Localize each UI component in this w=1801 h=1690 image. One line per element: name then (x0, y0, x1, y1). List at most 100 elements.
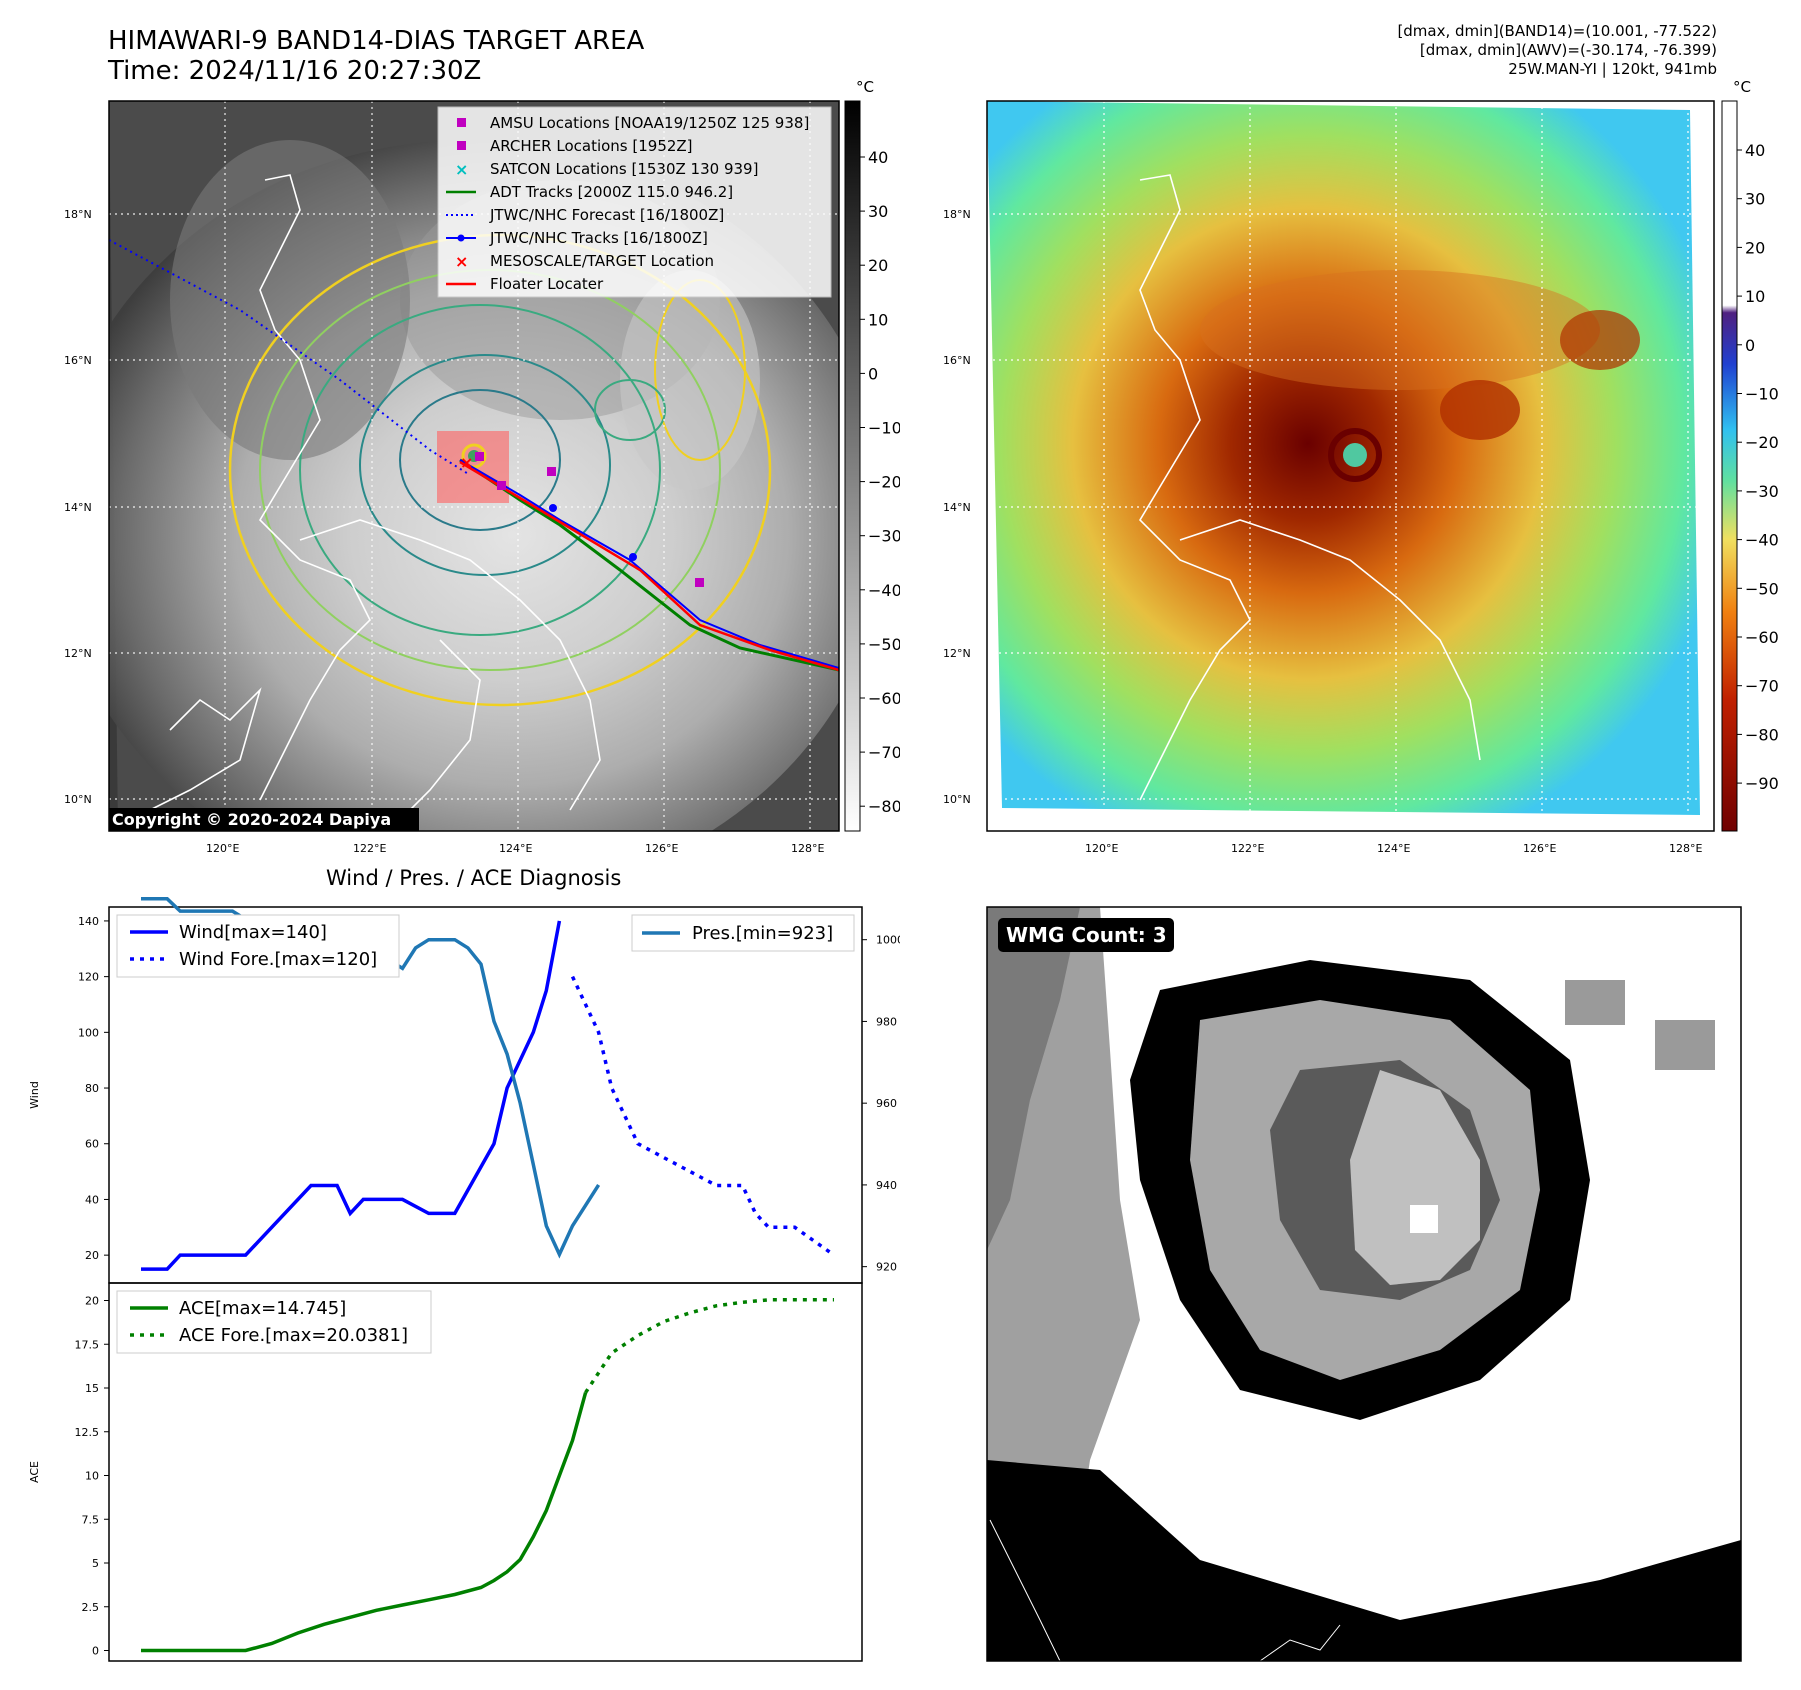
legend-label: Wind Fore.[max=120] (179, 949, 377, 970)
legend-label: JTWC/NHC Tracks [16/1800Z] (489, 229, 708, 247)
colorbar-tick-label: −80 (1745, 725, 1779, 744)
figure-title: HIMAWARI-9 BAND14-DIAS TARGET AREA Time:… (108, 26, 644, 86)
colorbar-tick-label: −40 (868, 581, 900, 600)
y-tick-label: 2.5 (82, 1601, 100, 1614)
legend-entry: ADT Tracks [2000Z 115.0 946.2] (446, 183, 733, 201)
legend-marker: × (455, 252, 468, 271)
wind-legend: Wind[max=140] Wind Fore.[max=120] (116, 914, 400, 978)
colorbar-tick-label: 0 (868, 364, 878, 383)
colorbar-tick-label: −40 (1745, 531, 1779, 550)
colorbar-tick-label: −90 (1745, 774, 1779, 793)
colorbar-tick-label: −10 (1745, 385, 1779, 404)
storm-info: [dmax, dmin](BAND14)=(10.001, -77.522) [… (1397, 22, 1717, 79)
plot-frame (108, 1282, 863, 1662)
copyright-label: Copyright © 2020-2024 Dapiya (112, 810, 391, 829)
colorbar-tick-label: 10 (1745, 287, 1765, 306)
lon-label: 120°E (1085, 842, 1118, 855)
y-tick-label: 5 (92, 1557, 99, 1570)
ir-colorbar: °C 40 30 20 10 0 −10 −20 −30 −40 −50 −60 −70 −80 (844, 78, 900, 832)
ace-legend: ACE[max=14.745] ACE Fore.[max=20.0381] (116, 1290, 432, 1354)
legend-box (116, 1290, 432, 1354)
diagnosis-title: Wind / Pres. / ACE Diagnosis (326, 866, 622, 890)
lat-label: 10°N (64, 793, 92, 806)
svg-text:×: × (460, 453, 473, 472)
awv-colorbar: °C 40 30 20 10 0 −10 −20 −30 −40 −50 −60 −70 −80 −90 (1721, 78, 1779, 832)
lon-label: 126°E (1523, 842, 1556, 855)
colorbar-tick-label: −70 (868, 743, 900, 762)
y-right-tick-label: 980 (876, 1015, 897, 1028)
colorbar-tick-label: −60 (868, 689, 900, 708)
info-line-3: 25W.MAN-YI | 120kt, 941mb (1508, 60, 1717, 78)
legend-box (116, 914, 400, 978)
legend-label: ACE Fore.[max=20.0381] (179, 1325, 408, 1346)
y-tick-label: 40 (85, 1193, 99, 1206)
wmg-count-label: WMG Count: 3 (1006, 923, 1167, 947)
title-line-1: HIMAWARI-9 BAND14-DIAS TARGET AREA (108, 26, 645, 56)
legend-entry: × SATCON Locations [1530Z 130 939] (455, 160, 758, 179)
colorbar-tick-label: 20 (1745, 238, 1765, 257)
y-tick-label: 0 (92, 1645, 99, 1658)
colorbar-tick-label: 40 (1745, 141, 1765, 160)
y-tick-label: 15 (85, 1382, 99, 1395)
lat-label: 14°N (943, 501, 971, 514)
colorbar-tick-label: −50 (868, 635, 900, 654)
series-line (141, 920, 562, 1271)
y-tick-label: 17.5 (75, 1338, 100, 1351)
colorbar-tick-label: −20 (1745, 433, 1779, 452)
legend-entry: ARCHER Locations [1952Z] (457, 137, 693, 155)
y-right-tick-label: 920 (876, 1261, 897, 1274)
ir-map-panel: × Copyright © 2020-2024 Dapiya AMSU Loca… (64, 78, 900, 855)
colorbar-tick-label: −50 (1745, 579, 1779, 598)
legend-label: Pres.[min=923] (692, 923, 833, 944)
colorbar-tick-label: −30 (1745, 482, 1779, 501)
legend-marker (457, 118, 466, 127)
legend-label: ARCHER Locations [1952Z] (490, 137, 693, 155)
y-tick-label: 20 (85, 1295, 99, 1308)
legend-label: MESOSCALE/TARGET Location (490, 252, 714, 270)
legend-label: Floater Locater (490, 275, 604, 293)
lat-label: 16°N (943, 354, 971, 367)
y-right-tick-label: 1000 (876, 934, 900, 947)
legend-entry: × MESOSCALE/TARGET Location (455, 252, 714, 271)
colorbar-tick-label: 0 (1745, 336, 1755, 355)
legend-label: SATCON Locations [1530Z 130 939] (490, 160, 758, 178)
series-line (570, 975, 836, 1257)
lat-label: 14°N (64, 501, 92, 514)
colorbar-tick-label: −70 (1745, 677, 1779, 696)
y-tick-label: 120 (78, 971, 99, 984)
legend-marker: × (455, 160, 468, 179)
wmg-panel: WMG Count: 3 (986, 906, 1742, 1662)
legend-entry: Floater Locater (446, 275, 604, 293)
y-tick-label: 10 (85, 1470, 99, 1483)
legend-label: AMSU Locations [NOAA19/1250Z 125 938] (490, 114, 809, 132)
floater-track-line (459, 460, 839, 672)
lat-label: 12°N (64, 647, 92, 660)
lon-label: 122°E (1231, 842, 1264, 855)
legend-entry: JTWC/NHC Forecast [16/1800Z] (446, 206, 724, 224)
lat-label: 18°N (943, 208, 971, 221)
wmg-image (987, 907, 1741, 1661)
info-line-2: [dmax, dmin](AWV)=(-30.174, -76.399) (1419, 41, 1717, 59)
legend-entry: AMSU Locations [NOAA19/1250Z 125 938] (457, 114, 809, 132)
lat-label: 12°N (943, 647, 971, 660)
y-tick-label: 60 (85, 1138, 99, 1151)
lon-label: 124°E (1377, 842, 1410, 855)
y-tick-label: 100 (78, 1026, 99, 1039)
legend-marker (457, 141, 466, 150)
lon-label: 122°E (353, 842, 386, 855)
y-right-tick-label: 940 (876, 1179, 897, 1192)
awv-map-panel: 18°N 16°N 14°N 12°N 10°N 120°E 122°E 124… (943, 78, 1779, 855)
y-axis-label: ACE (28, 1461, 41, 1483)
forecast-track-line (109, 239, 471, 476)
colorbar-tick-label: 20 (868, 256, 888, 275)
legend-label: JTWC/NHC Forecast [16/1800Z] (489, 206, 724, 224)
y-axis-label: Wind (28, 1081, 41, 1109)
colorbar-tick-label: 30 (1745, 190, 1765, 209)
legend-marker (457, 234, 465, 242)
colorbar-tick-label: 30 (868, 202, 888, 221)
y-tick-label: 140 (78, 915, 99, 928)
lon-label: 128°E (1669, 842, 1702, 855)
colorbar-tick-label: 10 (868, 310, 888, 329)
y-tick-label: 12.5 (75, 1426, 100, 1439)
colorbar-tick-label: 40 (868, 148, 888, 167)
